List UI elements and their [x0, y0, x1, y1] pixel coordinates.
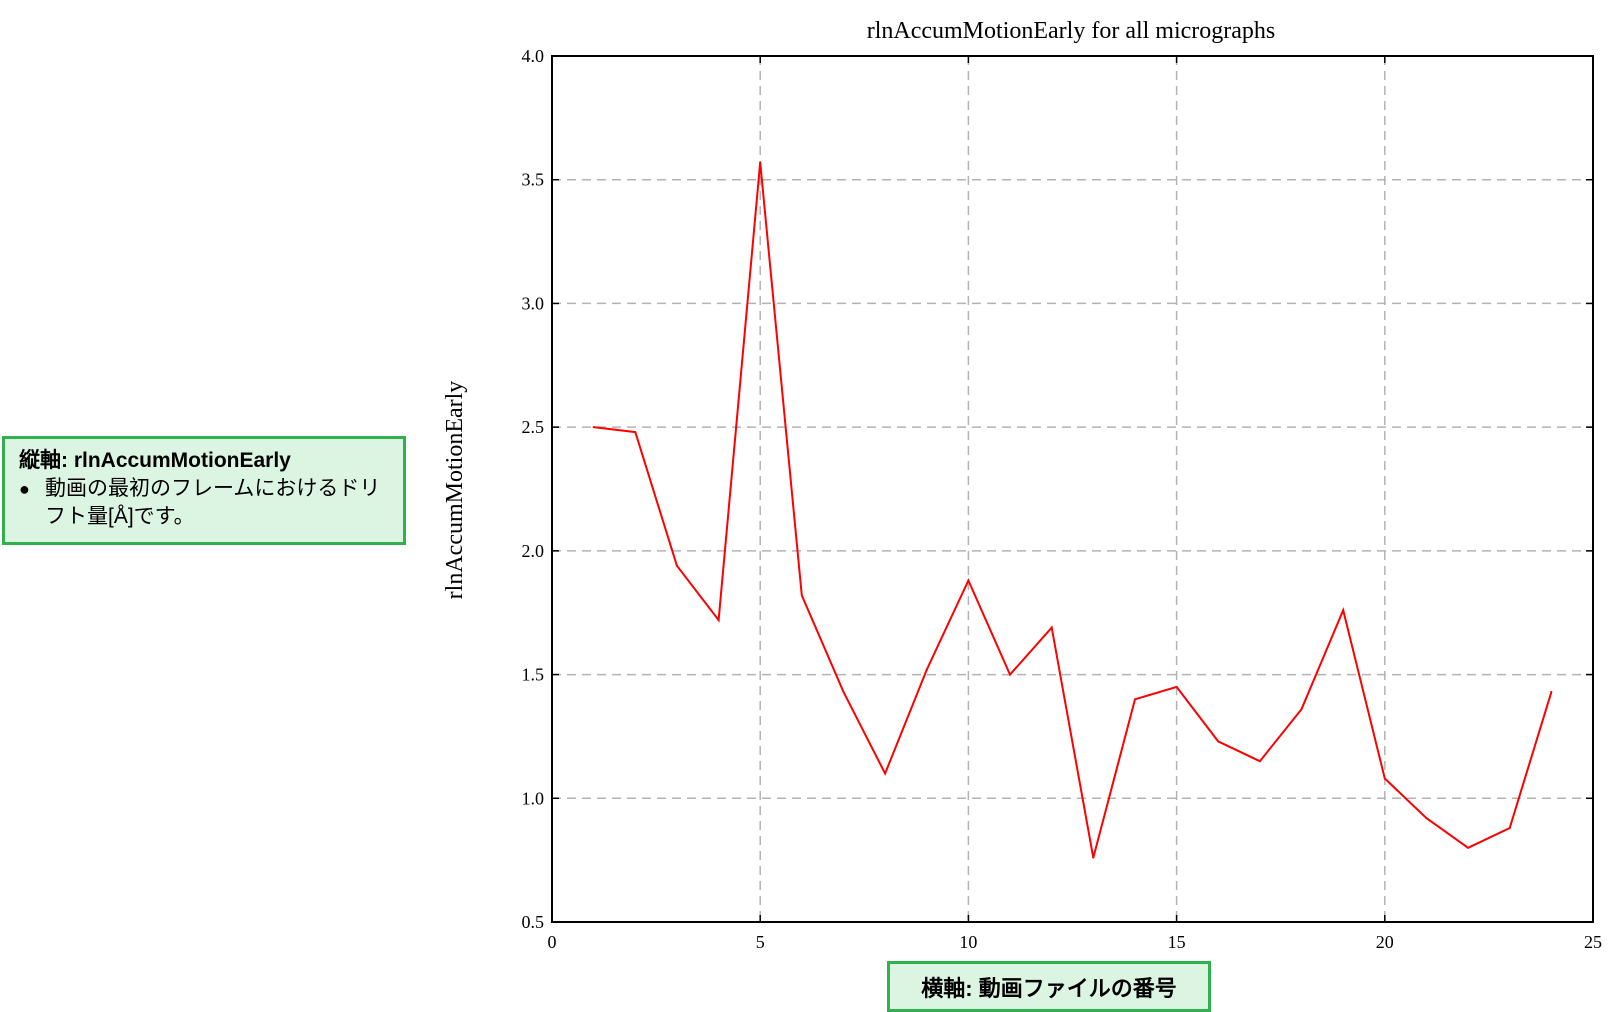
bullet-icon: ●	[19, 479, 30, 499]
y-axis-note-title: 縦軸: rlnAccumMotionEarly	[19, 449, 291, 472]
data-point	[925, 668, 928, 671]
data-point	[1258, 760, 1261, 763]
data-point	[592, 426, 595, 429]
x-tick-label: 0	[548, 932, 557, 952]
data-point	[1508, 826, 1511, 829]
y-axis-note-text: 動画の最初のフレームにおけるドリフト量[Å]です。	[45, 477, 381, 528]
data-point	[1300, 708, 1303, 711]
data-point	[1050, 626, 1053, 629]
data-point	[675, 564, 678, 567]
data-point	[1133, 698, 1136, 701]
x-tick-label: 10	[959, 932, 977, 952]
data-point	[717, 619, 720, 622]
x-axis-note: 横軸: 動画ファイルの番号	[887, 961, 1211, 1012]
y-tick-label: 1.5	[522, 665, 545, 685]
y-axis-note: 縦軸: rlnAccumMotionEarly ● 動画の最初のフレームにおける…	[2, 436, 406, 545]
axis-ticks: 0 5 10 15 20 25 0.5 1.0 1.5 2.0 2.5 3.0 3.5 4.0	[522, 46, 1603, 952]
y-tick-label: 4.0	[522, 46, 545, 66]
data-point	[967, 579, 970, 582]
data-point	[759, 161, 762, 164]
x-tick-label: 20	[1376, 932, 1394, 952]
y-tick-label: 2.0	[522, 541, 545, 561]
data-point	[842, 690, 845, 693]
y-axis-label: rlnAccumMotionEarly	[442, 381, 468, 600]
x-tick-label: 5	[756, 932, 765, 952]
grid-lines	[552, 56, 1593, 922]
y-tick-label: 0.5	[522, 912, 545, 932]
data-point	[1425, 817, 1428, 820]
data-point	[634, 431, 637, 434]
data-point	[1217, 740, 1220, 743]
chart-title: rlnAccumMotionEarly for all micrographs	[867, 18, 1276, 44]
data-point	[1550, 690, 1553, 693]
y-tick-label: 3.0	[522, 293, 545, 313]
data-point	[1092, 856, 1095, 859]
data-point	[1009, 673, 1012, 676]
plot-frame	[551, 55, 1594, 923]
data-point	[884, 772, 887, 775]
series-layer	[592, 161, 1553, 859]
data-point	[1175, 685, 1178, 688]
data-point	[800, 594, 803, 597]
x-tick-label: 25	[1584, 932, 1602, 952]
y-tick-label: 2.5	[522, 417, 545, 437]
x-axis-note-text: 横軸: 動画ファイルの番号	[921, 975, 1177, 1001]
y-axis-note-item: ● 動画の最初のフレームにおけるドリフト量[Å]です。	[19, 475, 389, 531]
data-point	[1467, 846, 1470, 849]
data-point	[1342, 609, 1345, 612]
x-tick-label: 15	[1168, 932, 1186, 952]
y-tick-label: 3.5	[522, 170, 545, 190]
series-line	[593, 162, 1553, 858]
y-tick-label: 1.0	[522, 788, 545, 808]
data-point	[1383, 777, 1386, 780]
